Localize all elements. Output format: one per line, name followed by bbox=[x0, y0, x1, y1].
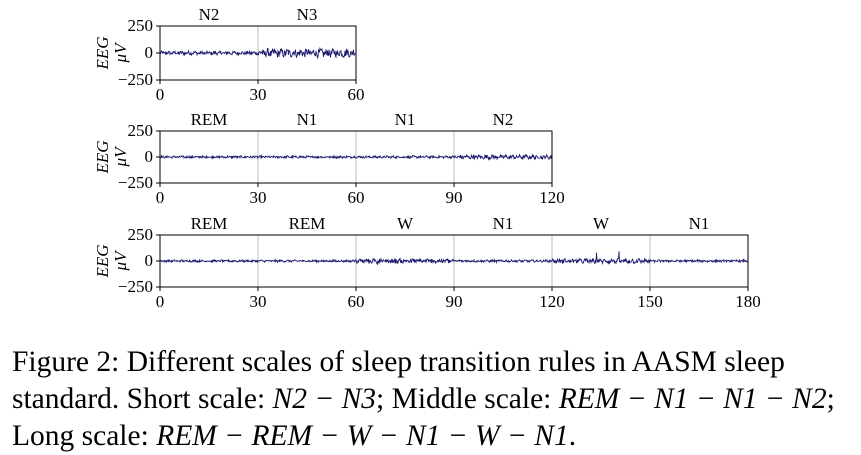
x-tick-label: 90 bbox=[446, 292, 463, 311]
eeg-signal-line bbox=[159, 153, 553, 161]
caption-middle-scale: REM − N1 − N1 − N2 bbox=[558, 383, 827, 415]
y-tick-label: 0 bbox=[145, 43, 154, 62]
x-tick-label: 0 bbox=[156, 188, 165, 207]
stage-label: N2 bbox=[199, 5, 220, 24]
y-tick-label: −250 bbox=[118, 70, 153, 89]
stage-label: N1 bbox=[493, 214, 514, 233]
figure-caption: Figure 2: Different scales of sleep tran… bbox=[12, 344, 854, 455]
y-tick-label: 0 bbox=[145, 147, 154, 166]
x-tick-label: 60 bbox=[348, 292, 365, 311]
y-axis-label-eeg: EEG bbox=[93, 36, 112, 70]
y-axis-label-unit: μV bbox=[111, 249, 130, 272]
stage-label: REM bbox=[191, 214, 228, 233]
y-tick-label: −250 bbox=[118, 277, 153, 296]
caption-long-scale: REM − REM − W − N1 − W − N1 bbox=[156, 420, 569, 452]
x-tick-label: 30 bbox=[250, 188, 267, 207]
y-axis-label-eeg: EEG bbox=[93, 140, 112, 174]
x-tick-label: 30 bbox=[250, 292, 267, 311]
stage-label: N3 bbox=[297, 5, 318, 24]
eeg-signal-line bbox=[159, 251, 749, 266]
x-tick-label: 60 bbox=[348, 188, 365, 207]
y-tick-label: −250 bbox=[118, 173, 153, 192]
x-tick-label: 120 bbox=[539, 188, 565, 207]
y-axis-label-unit: μV bbox=[111, 41, 130, 64]
x-tick-label: 0 bbox=[156, 85, 165, 104]
caption-lead: Figure 2: Different scales of sleep tran… bbox=[12, 346, 785, 415]
caption-short-scale: N2 − N3 bbox=[272, 383, 377, 415]
x-tick-label: 120 bbox=[539, 292, 565, 311]
caption-long-label: ; Long scale: bbox=[12, 383, 835, 452]
x-tick-label: 150 bbox=[637, 292, 663, 311]
y-axis-label-eeg: EEG bbox=[93, 244, 112, 278]
caption-middle-label: ; Middle scale: bbox=[376, 383, 559, 415]
stage-label: N2 bbox=[493, 110, 514, 129]
y-axis-label-unit: μV bbox=[111, 145, 130, 168]
x-tick-label: 30 bbox=[250, 85, 267, 104]
eeg-signal-line bbox=[159, 46, 357, 60]
x-tick-label: 60 bbox=[348, 85, 365, 104]
x-tick-label: 180 bbox=[735, 292, 761, 311]
stage-label: N1 bbox=[297, 110, 318, 129]
y-tick-label: 250 bbox=[128, 225, 154, 244]
stage-label: REM bbox=[289, 214, 326, 233]
stage-label: N1 bbox=[689, 214, 710, 233]
stage-label: REM bbox=[191, 110, 228, 129]
y-tick-label: 250 bbox=[128, 16, 154, 35]
stage-label: W bbox=[397, 214, 414, 233]
x-tick-label: 0 bbox=[156, 292, 165, 311]
stage-label: N1 bbox=[395, 110, 416, 129]
stage-label: W bbox=[593, 214, 610, 233]
figure: 250 0 −250 0 30 60 N2 N3 EEG μV 250 0 −250 0 30 60 90 120… bbox=[93, 5, 761, 311]
y-tick-label: 0 bbox=[145, 251, 154, 270]
y-tick-label: 250 bbox=[128, 121, 154, 140]
x-tick-label: 90 bbox=[446, 188, 463, 207]
caption-end: . bbox=[568, 420, 577, 452]
